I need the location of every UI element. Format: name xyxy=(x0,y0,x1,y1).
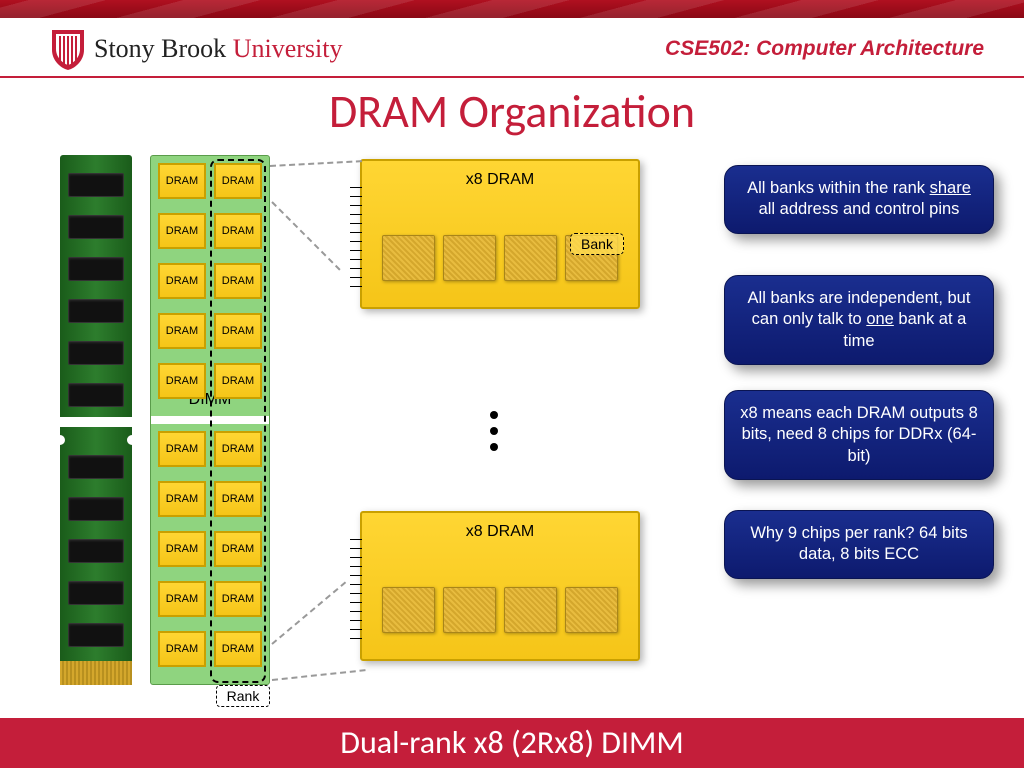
physical-dimm xyxy=(60,155,132,685)
dram-chip: DRAM xyxy=(158,313,206,349)
dram-chip: DRAM xyxy=(214,431,262,467)
physical-chip xyxy=(68,455,124,479)
dram-chip: DRAM xyxy=(158,581,206,617)
dram-chip: DRAM xyxy=(214,163,262,199)
dram-chip: DRAM xyxy=(158,163,206,199)
dram-chip: DRAM xyxy=(158,631,206,667)
university-name-prefix: Stony Brook xyxy=(94,34,233,63)
header: Stony Brook University CSE502: Computer … xyxy=(0,18,1024,78)
bank-cell xyxy=(382,235,435,281)
physical-chip xyxy=(68,581,124,605)
physical-chip xyxy=(68,257,124,281)
university-logo-block: Stony Brook University xyxy=(50,28,342,70)
bank-cell xyxy=(504,587,557,633)
physical-chip xyxy=(68,497,124,521)
dram-chip: DRAM xyxy=(214,531,262,567)
dram-chip: DRAM xyxy=(214,481,262,517)
shield-icon xyxy=(50,28,86,70)
dram-chip: DRAM xyxy=(214,313,262,349)
detail-title-top: x8 DRAM xyxy=(362,171,638,189)
dram-chip: DRAM xyxy=(158,531,206,567)
physical-chip xyxy=(68,299,124,323)
bank-cell xyxy=(443,235,496,281)
dram-chip: DRAM xyxy=(214,581,262,617)
physical-chip xyxy=(68,539,124,563)
bank-cell xyxy=(565,587,618,633)
dram-chip: DRAM xyxy=(158,363,206,399)
rank-label: Rank xyxy=(216,685,270,707)
dram-chip: DRAM xyxy=(214,363,262,399)
course-label: CSE502: Computer Architecture xyxy=(665,37,984,61)
callout-bubble: All banks are independent, but can only … xyxy=(724,275,994,365)
dram-chip: DRAM xyxy=(214,213,262,249)
physical-chip xyxy=(68,215,124,239)
dram-chip: DRAM xyxy=(158,263,206,299)
bank-cell xyxy=(382,587,435,633)
vertical-ellipsis-icon xyxy=(490,403,498,459)
detail-pins-icon xyxy=(350,539,362,649)
dram-chip: DRAM xyxy=(158,431,206,467)
physical-chip xyxy=(68,623,124,647)
callout-bubble: x8 means each DRAM outputs 8 bits, need … xyxy=(724,390,994,480)
physical-chip xyxy=(68,173,124,197)
university-name-accent: University xyxy=(233,34,343,63)
dram-chip: DRAM xyxy=(158,481,206,517)
physical-chip xyxy=(68,383,124,407)
diagram-area: DIMM Rank DRAMDRAMDRAMDRAMDRAMDRAMDRAMDR… xyxy=(60,155,994,708)
dram-chip: DRAM xyxy=(214,263,262,299)
bank-label: Bank xyxy=(570,233,624,255)
detail-title-bottom: x8 DRAM xyxy=(362,523,638,541)
footer-caption: Dual-rank x8 (2Rx8) DIMM xyxy=(0,718,1024,768)
callout-bubble: All banks within the rank share all addr… xyxy=(724,165,994,234)
bank-strip-bottom xyxy=(382,587,618,633)
dram-chip: DRAM xyxy=(214,631,262,667)
callout-bubble: Why 9 chips per rank? 64 bits data, 8 bi… xyxy=(724,510,994,579)
university-name: Stony Brook University xyxy=(94,34,342,64)
page-title: DRAM Organization xyxy=(0,84,1024,140)
physical-chip xyxy=(68,341,124,365)
detail-pins-icon xyxy=(350,187,362,297)
x8-dram-detail-top: x8 DRAM Bank xyxy=(360,159,640,309)
bank-cell xyxy=(504,235,557,281)
x8-dram-detail-bottom: x8 DRAM xyxy=(360,511,640,661)
top-decorative-band xyxy=(0,0,1024,18)
dram-chip: DRAM xyxy=(158,213,206,249)
bank-cell xyxy=(443,587,496,633)
